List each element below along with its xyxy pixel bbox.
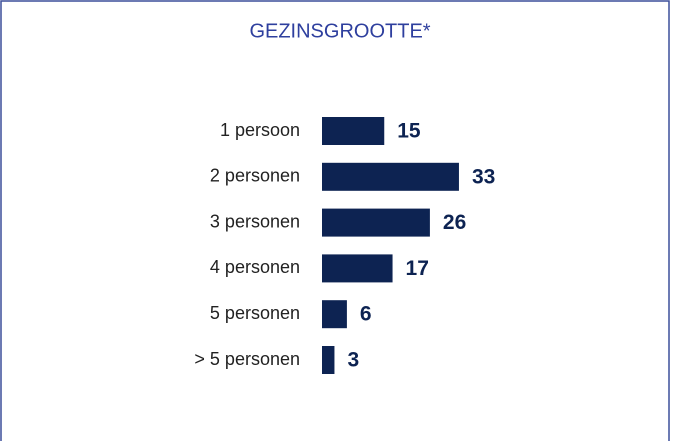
bar <box>322 346 335 374</box>
value-label: 15 <box>397 120 421 143</box>
bar <box>322 254 393 283</box>
category-label: 4 personen <box>210 257 300 277</box>
category-label: 3 personen <box>210 211 300 231</box>
value-label: 6 <box>360 303 372 326</box>
bar <box>322 300 347 329</box>
value-label: 17 <box>406 257 429 280</box>
category-label: > 5 personen <box>194 349 300 369</box>
bar <box>322 117 385 145</box>
bar <box>322 162 459 191</box>
category-label: 5 personen <box>210 303 300 323</box>
chart-title: GEZINSGROOTTE* <box>249 20 430 42</box>
bar <box>322 208 430 237</box>
value-label: 3 <box>347 349 359 372</box>
category-label: 2 personen <box>210 166 300 186</box>
category-label: 1 persoon <box>220 120 300 140</box>
value-label: 26 <box>443 211 466 234</box>
value-label: 33 <box>472 165 495 188</box>
